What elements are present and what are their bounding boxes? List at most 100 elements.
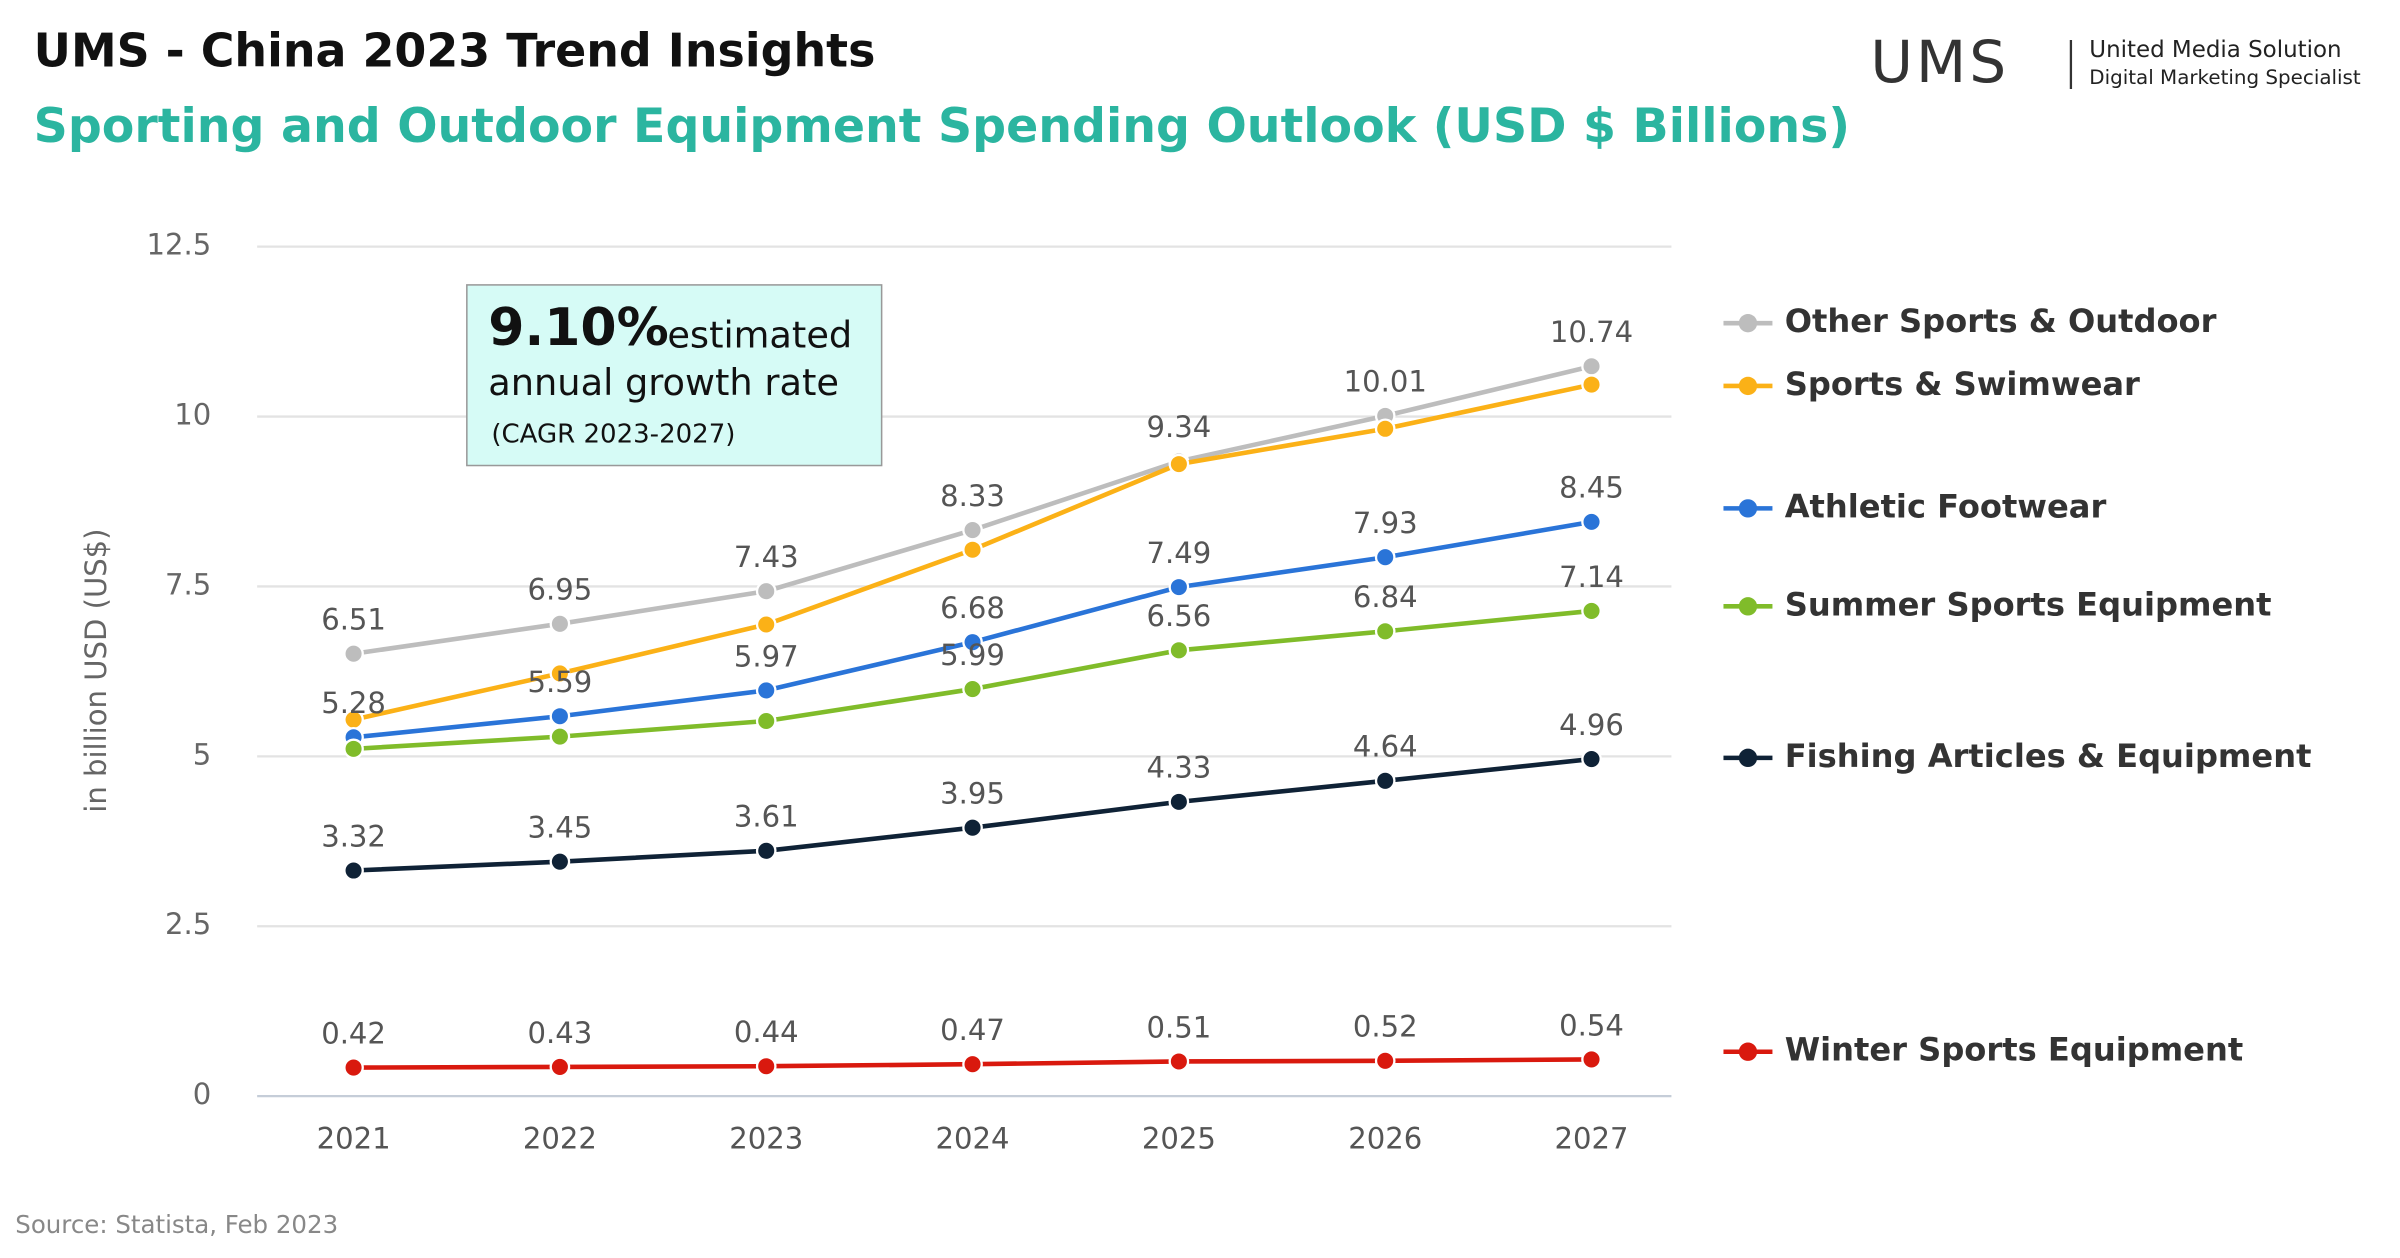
legend-marker (1738, 1042, 1758, 1061)
data-label: 7.43 (734, 540, 799, 574)
data-label: 7.14 (1559, 560, 1624, 594)
point (962, 678, 983, 700)
point (962, 539, 983, 561)
point (755, 580, 777, 602)
data-label: 3.32 (321, 819, 386, 853)
annotation-text: annual growth rate (488, 361, 839, 404)
data-label: 0.51 (1147, 1010, 1212, 1044)
point (755, 710, 777, 732)
y-tick-label: 5 (193, 737, 212, 771)
data-label: 3.95 (940, 777, 1005, 811)
y-tick-label: 12.5 (146, 228, 211, 262)
point (962, 631, 983, 653)
point (962, 1053, 983, 1075)
point (343, 738, 364, 760)
x-tick-label: 2024 (936, 1122, 1010, 1156)
point (1374, 1050, 1396, 1072)
point (1168, 639, 1190, 661)
data-label: 0.44 (734, 1015, 799, 1049)
data-label: 0.42 (321, 1016, 386, 1050)
annotation-text: (CAGR 2023-2027) (491, 419, 735, 449)
legend-marker (1738, 313, 1758, 333)
data-label: 8.33 (940, 479, 1005, 513)
x-tick-label: 2026 (1348, 1122, 1422, 1156)
data-label: 7.93 (1353, 506, 1418, 540)
data-label: 5.59 (528, 665, 593, 699)
legend-marker (1738, 597, 1758, 616)
point (1374, 620, 1396, 642)
legend-label: Fishing Articles & Equipment (1785, 737, 2312, 775)
data-label: 0.52 (1353, 1010, 1418, 1044)
data-label: 7.49 (1147, 536, 1212, 570)
y-tick-label: 2.5 (165, 907, 211, 941)
point (755, 614, 777, 635)
header-title: UMS - China 2023 Trend Insights (34, 23, 876, 77)
plot: 0 2.5 5 7.5 10 12.5 2021 2022 2023 2024 2025 2026 20… (146, 228, 2311, 1156)
legend-marker (1738, 376, 1758, 396)
x-tick-label: 2027 (1555, 1122, 1629, 1156)
point (755, 840, 777, 862)
tagline: Digital Marketing Specialist (2089, 66, 2361, 89)
data-label: 0.47 (940, 1013, 1005, 1047)
point (1581, 374, 1602, 395)
y-tick-label: 10 (174, 398, 211, 432)
data-label: 5.28 (321, 686, 386, 720)
point (1374, 770, 1396, 792)
legend-label: Sports & Swimwear (1785, 365, 2140, 403)
legend-label: Other Sports & Outdoor (1785, 302, 2217, 340)
data-label: 3.61 (734, 800, 799, 834)
point (343, 643, 364, 665)
legend-marker (1738, 499, 1758, 518)
company: United Media Solution (2089, 37, 2341, 63)
point (549, 613, 571, 635)
chart-title: Sporting and Outdoor Equipment Spending … (34, 99, 1850, 154)
data-label: 5.97 (734, 639, 799, 673)
x-tick-label: 2025 (1142, 1122, 1216, 1156)
y-axis-label: in billion USD (US$) (79, 528, 113, 812)
point (1581, 355, 1602, 377)
legend-label: Athletic Footwear (1785, 487, 2107, 525)
point (1374, 418, 1396, 440)
legend-label: Summer Sports Equipment (1785, 585, 2272, 623)
data-label: 6.56 (1147, 599, 1212, 633)
point (1168, 791, 1190, 813)
point (1374, 546, 1396, 568)
data-label: 9.34 (1147, 410, 1212, 444)
point (755, 680, 777, 701)
data-label: 10.74 (1550, 315, 1633, 349)
point (1581, 600, 1602, 622)
data-label: 6.95 (528, 573, 593, 607)
data-label: 0.43 (528, 1016, 593, 1050)
point (549, 705, 571, 727)
y-tick-label: 0 (193, 1077, 212, 1111)
annotation-text: estimated (667, 313, 852, 356)
point (1168, 576, 1190, 598)
data-label: 6.84 (1353, 580, 1418, 614)
point (549, 1056, 571, 1078)
data-label: 8.45 (1559, 471, 1624, 505)
x-tick-label: 2022 (523, 1122, 597, 1156)
annotation-rate: 9.10% (488, 298, 669, 358)
y-tick-label: 7.5 (165, 567, 211, 601)
data-label: 0.54 (1559, 1008, 1624, 1042)
point (549, 663, 571, 684)
point (1581, 1049, 1602, 1070)
data-label: 6.51 (321, 603, 386, 637)
data-label: 5.99 (940, 638, 1005, 672)
legend-marker (1738, 748, 1758, 768)
data-label: 10.01 (1344, 365, 1427, 399)
data-label: 3.45 (528, 811, 593, 845)
point (755, 1055, 777, 1077)
data-label: 4.96 (1559, 708, 1624, 742)
point (343, 860, 364, 881)
data-label: 4.64 (1353, 730, 1418, 764)
point (962, 519, 983, 541)
point (549, 851, 571, 873)
x-tick-label: 2021 (317, 1122, 391, 1156)
point (1581, 748, 1602, 770)
legend-label: Winter Sports Equipment (1785, 1031, 2244, 1069)
point (549, 726, 571, 747)
point (1168, 453, 1190, 475)
point (1168, 1051, 1190, 1072)
data-label: 4.33 (1147, 751, 1212, 785)
